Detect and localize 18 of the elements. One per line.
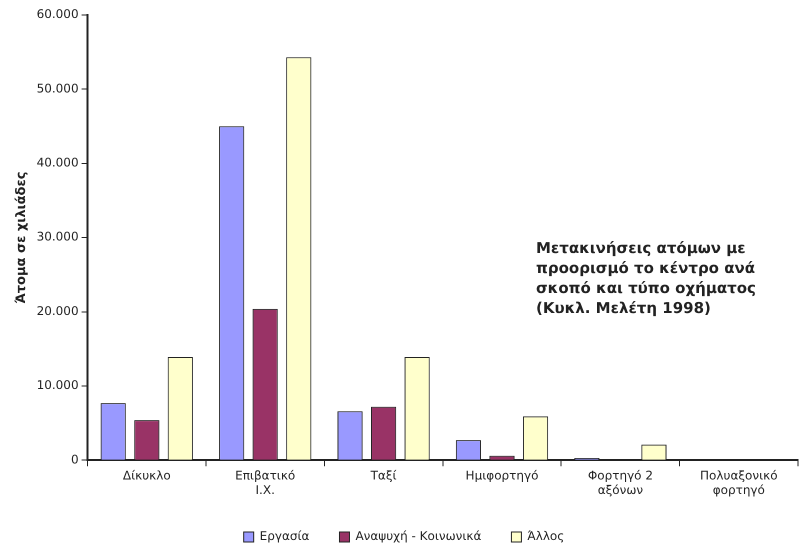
- y-tick-label: 50.000: [36, 81, 79, 96]
- x-tick-label: Φορτηγό 2 αξόνων: [588, 468, 653, 497]
- y-tick-label: 40.000: [36, 156, 79, 170]
- x-tick-label: Ημιφορτηγό: [466, 468, 538, 483]
- y-tick-label: 0: [70, 452, 79, 466]
- y-tick-label: 60.000: [36, 7, 79, 22]
- annotation: Μετακινήσεις ατόμων με προορισμό το κέντρο ανά σκοπό και τύπο οχήματος (Κυκλ. Μελέτη 1998): [536, 238, 757, 318]
- y-axis-title: Άτομα σε χιλιάδες: [14, 172, 30, 304]
- y-tick-label: 10.000: [36, 378, 79, 392]
- legend-label: Άλλος: [527, 529, 564, 544]
- y-tick-label: 20.000: [36, 304, 79, 318]
- x-tick-label: Ταξί: [370, 468, 397, 483]
- legend-label: Αναψυχή - Κοινωνικά: [355, 529, 482, 544]
- x-tick-label: Επιβατικό Ι.Χ.: [235, 468, 296, 497]
- x-tick-label: Πολυαξονικό φορτηγό: [700, 468, 778, 497]
- x-tick-label: Δίκυκλο: [122, 468, 171, 483]
- legend-label: Εργασία: [260, 529, 310, 544]
- y-tick-label: 30.000: [36, 230, 79, 244]
